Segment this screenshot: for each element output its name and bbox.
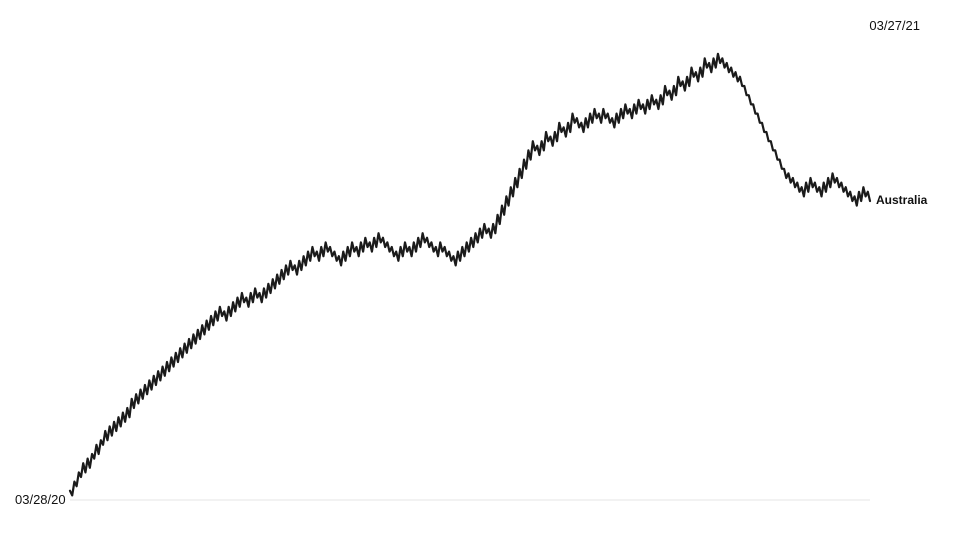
series-line-australia bbox=[70, 54, 870, 496]
chart-container: 03/28/20 03/27/21 Australia bbox=[0, 0, 960, 538]
series-name-label: Australia bbox=[876, 193, 927, 207]
line-chart-svg bbox=[0, 0, 960, 538]
start-date-label: 03/28/20 bbox=[15, 492, 66, 507]
end-date-label: 03/27/21 bbox=[869, 18, 920, 33]
